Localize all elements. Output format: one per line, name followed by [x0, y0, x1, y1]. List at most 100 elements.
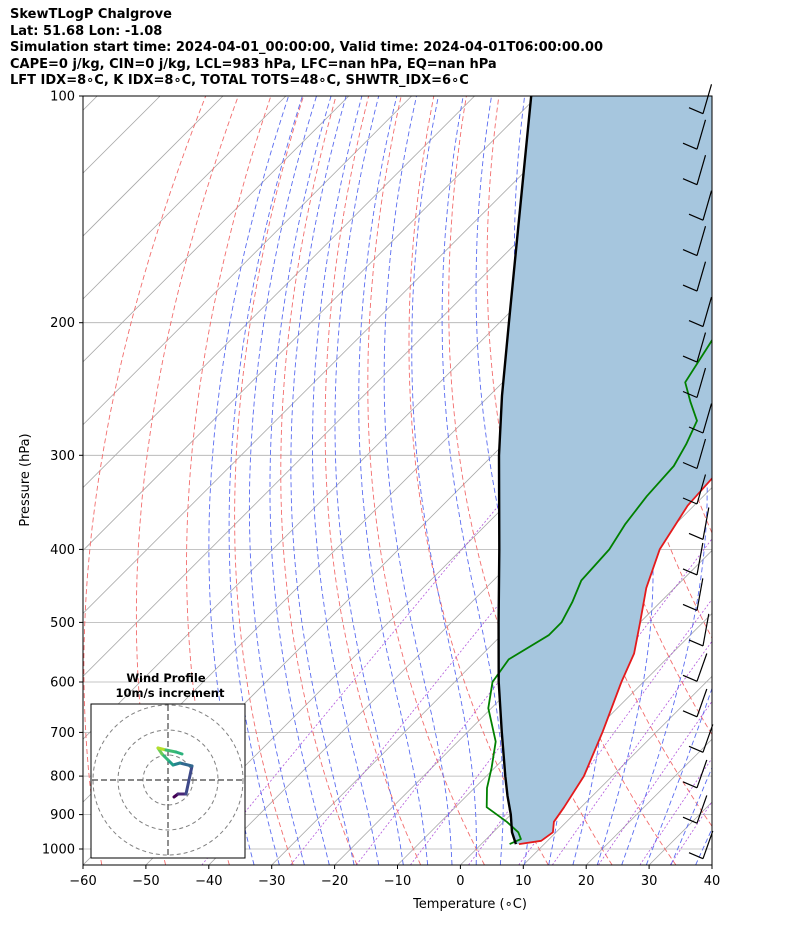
x-tick-label: 40	[704, 874, 721, 889]
hodograph-segment	[164, 748, 178, 754]
y-tick-label: 200	[50, 316, 75, 331]
y-tick-label: 400	[50, 543, 75, 558]
wind-barb-flag	[682, 674, 698, 682]
wind-barb-staff	[696, 795, 708, 824]
profile-lines	[485, 96, 712, 845]
y-tick-label: 600	[50, 676, 75, 691]
moist-adiabat	[269, 96, 332, 865]
wind-barb-flag	[688, 426, 704, 434]
moist-adiabat	[228, 96, 303, 865]
axes: −60 −50 −40 −30 −20 −10 0 10 20 30 40 1000 900 800 700…	[42, 90, 720, 890]
dry-adiabat	[727, 96, 794, 865]
moist-adiabat	[358, 96, 429, 865]
y-axis-label: Pressure (hPa)	[18, 433, 33, 526]
wind-barb-staff	[696, 759, 708, 788]
x-tick-label: −30	[258, 874, 285, 889]
wind-barb-flag	[688, 745, 704, 753]
x-tick-label: −10	[384, 874, 411, 889]
wind-barb-flag	[682, 284, 698, 292]
mixing-ratio-line	[551, 640, 712, 865]
wind-barb-staff	[702, 613, 710, 647]
isotherm-line	[334, 487, 712, 865]
index-line: LFT IDX=8∘C, K IDX=8∘C, TOTAL TOTS=48∘C,…	[10, 73, 469, 88]
wind-barb-staff	[696, 226, 707, 256]
moist-adiabat	[312, 96, 380, 865]
isotherm-line	[83, 96, 538, 552]
time-line: Simulation start time: 2024-04-01_00:00:…	[10, 40, 603, 55]
wind-barb-flag	[682, 178, 698, 186]
wind-barb-staff	[696, 578, 704, 611]
y-tick-label: 900	[50, 808, 75, 823]
isotherm-line	[83, 96, 224, 237]
wind-barb-flag	[682, 603, 698, 611]
dry-adiabat	[324, 96, 422, 865]
wind-barb-flag	[682, 710, 698, 718]
dry-adiabat	[83, 96, 207, 865]
wind-barb-flag	[688, 213, 704, 221]
parcel-area	[498, 96, 712, 845]
moist-adiabat	[383, 96, 453, 865]
isotherm-line	[523, 675, 712, 865]
x-tick-label: 20	[578, 874, 595, 889]
parcel-shading	[498, 96, 712, 845]
y-tick-label: 500	[50, 616, 75, 631]
moist-adiabat	[248, 96, 317, 865]
wind-barb-flag	[682, 497, 698, 505]
wind-barb-staff	[696, 332, 707, 363]
y-tick-label: 1000	[42, 843, 75, 858]
hodograph-segment	[178, 761, 194, 768]
wind-barb-staff	[696, 542, 704, 576]
wind-barb-flag	[682, 249, 698, 257]
moist-adiabat	[441, 96, 504, 865]
isotherm-line	[83, 96, 350, 363]
moist-adiabat	[334, 96, 404, 865]
dry-adiabat	[280, 96, 358, 865]
wind-barb-staff	[696, 474, 707, 505]
wind-barb-flag	[682, 461, 698, 470]
hodograph-segment	[174, 750, 184, 756]
wind-barb-staff	[696, 367, 707, 398]
temperature-line	[518, 477, 712, 845]
inset-title: Wind Profile	[126, 671, 206, 685]
wind-barb-staff	[696, 438, 707, 469]
dry-adiabat	[234, 96, 304, 865]
moist-adiabat	[290, 96, 355, 865]
inset-subtitle: 10m/s increment	[116, 686, 225, 700]
wind-barb-staff	[696, 261, 707, 292]
wind-barb-staff	[696, 155, 707, 185]
x-tick-label: 30	[641, 874, 658, 889]
wind-barb-staff	[702, 403, 713, 434]
y-tick-label: 300	[50, 449, 75, 464]
wind-barb-staff	[696, 653, 708, 682]
hodograph-segment	[184, 764, 194, 796]
dry-adiabat	[408, 96, 549, 865]
x-tick-label: −20	[321, 874, 348, 889]
moist-adiabat	[670, 766, 712, 865]
wind-barb-staff	[702, 724, 714, 753]
isotherm-line	[711, 864, 712, 865]
wind-barb-flag	[682, 142, 698, 150]
y-tick-label: 700	[50, 726, 75, 741]
wind-barb-staff	[702, 296, 713, 327]
parcel-line	[497, 96, 533, 845]
wind-barb-flag	[682, 568, 698, 576]
wind-barb-staff	[702, 190, 713, 221]
dry-adiabat	[760, 96, 794, 865]
wind-barb-flag	[682, 781, 698, 789]
moist-adiabat	[645, 686, 712, 865]
x-axis-label: Temperature (∘C)	[412, 897, 527, 912]
wind-barbs	[682, 84, 714, 860]
mixing-ratio-line	[201, 250, 712, 865]
dry-adiabat	[367, 96, 485, 865]
isotherm-line	[83, 96, 287, 300]
hodograph	[92, 704, 244, 857]
x-tick-label: 0	[456, 874, 464, 889]
y-tick-label: 100	[50, 90, 75, 105]
wind-barb-flag	[682, 355, 698, 363]
wind-barb-flag	[682, 816, 698, 824]
x-tick-label: −60	[69, 874, 96, 889]
cape-line: CAPE=0 j/kg, CIN=0 j/kg, LCL=983 hPa, LF…	[10, 56, 497, 72]
wind-barb-flag	[688, 852, 704, 860]
x-tick-label: −40	[195, 874, 222, 889]
